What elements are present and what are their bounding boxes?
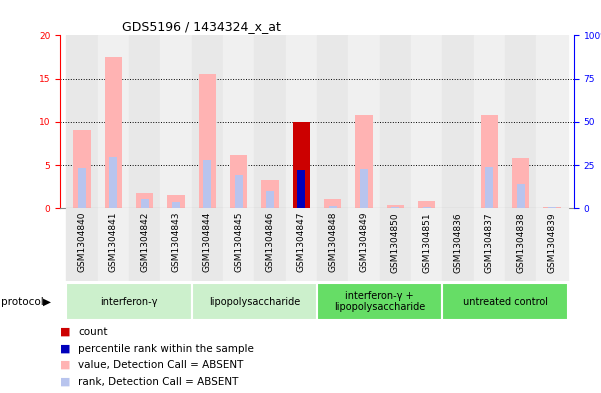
- Bar: [235, 175, 243, 208]
- Text: GSM1304837: GSM1304837: [485, 212, 494, 273]
- Bar: [160, 35, 192, 208]
- Bar: [168, 195, 185, 208]
- Bar: [199, 74, 216, 208]
- Bar: [204, 160, 212, 208]
- Text: GSM1304851: GSM1304851: [422, 212, 431, 273]
- Bar: [486, 167, 493, 208]
- Text: lipopolysaccharide: lipopolysaccharide: [209, 297, 300, 307]
- Bar: [505, 208, 536, 281]
- Bar: [536, 35, 568, 208]
- Text: GSM1304839: GSM1304839: [548, 212, 557, 273]
- Text: GSM1304843: GSM1304843: [171, 212, 180, 272]
- Text: protocol: protocol: [1, 297, 44, 307]
- Bar: [78, 168, 86, 208]
- Bar: [355, 115, 373, 208]
- Bar: [98, 208, 129, 281]
- Text: GSM1304846: GSM1304846: [266, 212, 275, 272]
- Bar: [317, 208, 349, 281]
- Bar: [349, 35, 380, 208]
- Bar: [192, 208, 223, 281]
- Bar: [317, 283, 442, 320]
- Bar: [223, 208, 254, 281]
- Bar: [141, 199, 148, 208]
- Text: GSM1304848: GSM1304848: [328, 212, 337, 272]
- Bar: [329, 206, 337, 208]
- Bar: [411, 35, 442, 208]
- Bar: [297, 170, 305, 208]
- Text: interferon-γ: interferon-γ: [100, 297, 158, 307]
- Bar: [66, 208, 98, 281]
- Bar: [481, 115, 498, 208]
- Text: GSM1304836: GSM1304836: [454, 212, 463, 273]
- Bar: [324, 199, 341, 208]
- Bar: [285, 35, 317, 208]
- Bar: [317, 35, 349, 208]
- Bar: [474, 208, 505, 281]
- Bar: [285, 208, 317, 281]
- Bar: [380, 208, 411, 281]
- Bar: [517, 184, 525, 208]
- Bar: [109, 157, 117, 208]
- Bar: [254, 208, 285, 281]
- Bar: [66, 35, 98, 208]
- Text: GSM1304842: GSM1304842: [140, 212, 149, 272]
- Text: ■: ■: [60, 360, 70, 370]
- Text: GSM1304850: GSM1304850: [391, 212, 400, 273]
- Text: GSM1304844: GSM1304844: [203, 212, 212, 272]
- Bar: [223, 35, 254, 208]
- Text: ■: ■: [60, 327, 70, 337]
- Bar: [360, 169, 368, 208]
- Bar: [129, 208, 160, 281]
- Bar: [411, 208, 442, 281]
- Bar: [505, 35, 536, 208]
- Bar: [386, 205, 404, 208]
- Bar: [261, 180, 279, 208]
- Bar: [172, 202, 180, 208]
- Text: GSM1304841: GSM1304841: [109, 212, 118, 272]
- Bar: [98, 35, 129, 208]
- Bar: [442, 283, 568, 320]
- Bar: [423, 207, 430, 208]
- Bar: [418, 201, 435, 208]
- Text: ▶: ▶: [43, 297, 51, 307]
- Text: GSM1304847: GSM1304847: [297, 212, 306, 272]
- Text: value, Detection Call = ABSENT: value, Detection Call = ABSENT: [78, 360, 243, 370]
- Text: GSM1304838: GSM1304838: [516, 212, 525, 273]
- Bar: [442, 208, 474, 281]
- Bar: [293, 122, 310, 208]
- Text: percentile rank within the sample: percentile rank within the sample: [78, 343, 254, 354]
- Text: GSM1304849: GSM1304849: [359, 212, 368, 272]
- Bar: [105, 57, 122, 208]
- Text: untreated control: untreated control: [463, 297, 548, 307]
- Bar: [73, 130, 91, 208]
- Bar: [192, 283, 317, 320]
- Text: GSM1304840: GSM1304840: [78, 212, 87, 272]
- Bar: [512, 158, 529, 208]
- Bar: [380, 35, 411, 208]
- Bar: [136, 193, 153, 208]
- Bar: [349, 208, 380, 281]
- Text: GDS5196 / 1434324_x_at: GDS5196 / 1434324_x_at: [122, 20, 281, 33]
- Bar: [66, 283, 192, 320]
- Bar: [543, 207, 561, 208]
- Text: ■: ■: [60, 343, 70, 354]
- Bar: [192, 35, 223, 208]
- Bar: [230, 155, 248, 208]
- Bar: [129, 35, 160, 208]
- Text: GSM1304845: GSM1304845: [234, 212, 243, 272]
- Bar: [536, 208, 568, 281]
- Bar: [442, 35, 474, 208]
- Text: count: count: [78, 327, 108, 337]
- Bar: [254, 35, 285, 208]
- Bar: [160, 208, 192, 281]
- Bar: [266, 191, 274, 208]
- Text: interferon-γ +
lipopolysaccharide: interferon-γ + lipopolysaccharide: [334, 291, 426, 312]
- Text: rank, Detection Call = ABSENT: rank, Detection Call = ABSENT: [78, 376, 239, 387]
- Text: ■: ■: [60, 376, 70, 387]
- Bar: [474, 35, 505, 208]
